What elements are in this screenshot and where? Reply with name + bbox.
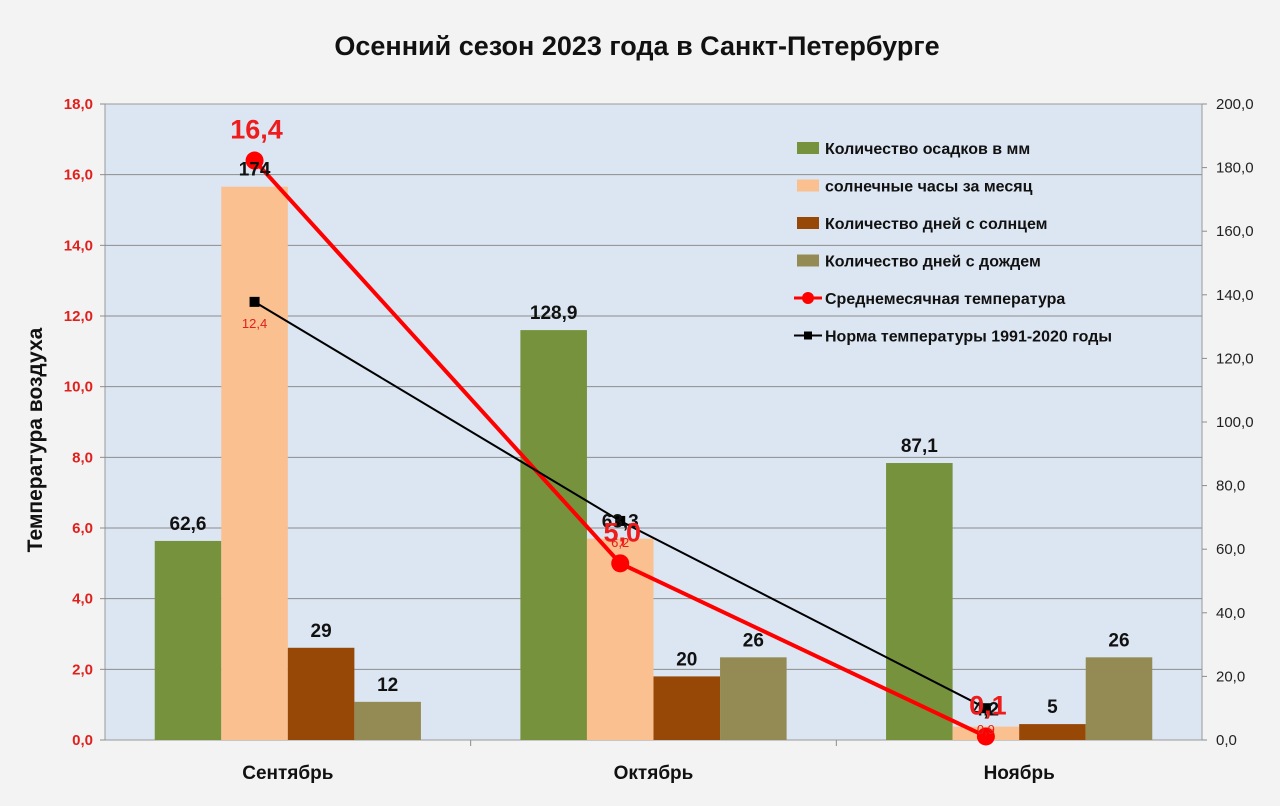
right-tick-label: 40,0 <box>1216 605 1245 622</box>
bar-value-label: 29 <box>311 621 332 642</box>
temperature-label: 16,4 <box>230 115 283 145</box>
bar-value-label: 20 <box>676 649 697 670</box>
line-point <box>611 554 630 573</box>
left-tick-label: 4,0 <box>72 591 93 608</box>
bar-value-label: 128,9 <box>530 303 578 324</box>
legend-swatch <box>797 142 819 154</box>
right-tick-label: 0,0 <box>1216 732 1237 749</box>
category-label: Ноябрь <box>984 763 1055 784</box>
left-tick-label: 12,0 <box>64 308 93 325</box>
temperature-label: 0,1 <box>969 690 1007 720</box>
right-tick-label: 160,0 <box>1216 223 1254 240</box>
left-tick-label: 8,0 <box>72 449 93 466</box>
legend-swatch <box>797 217 819 229</box>
left-tick-label: 10,0 <box>64 379 93 396</box>
legend-marker <box>804 331 812 340</box>
bar-value-label: 63,3 <box>602 512 639 533</box>
legend-label: Количество дней с дождем <box>825 254 1041 271</box>
left-tick-label: 14,0 <box>64 237 93 254</box>
right-tick-label: 20,0 <box>1216 668 1245 685</box>
gridlines <box>105 174 1202 670</box>
bar <box>287 647 355 740</box>
bar <box>520 330 587 740</box>
bar-value-label: 26 <box>743 630 764 651</box>
right-tick-label: 120,0 <box>1216 350 1254 367</box>
norm-label: 0,9 <box>977 722 995 737</box>
y-axis-label: Температура воздуха <box>24 327 47 552</box>
axes: 0,0 2,0 4,0 6,0 8,0 10,0 12,0 14,0 16,0 18,0 0,0 20… <box>64 96 1254 784</box>
legend-label: Норма температуры 1991-2020 годы <box>825 329 1112 346</box>
right-tick-label: 200,0 <box>1216 96 1254 113</box>
norm-label: 6,2 <box>611 535 629 550</box>
right-tick-label: 140,0 <box>1216 287 1254 304</box>
data-labels: 62,6 128,9 87,1 174 63,3 4,2 29 20 5 12 26 26 16,4 5,… <box>170 115 1130 738</box>
bar-value-label: 87,1 <box>901 436 938 457</box>
line-point <box>615 515 626 526</box>
temperature-label: 5,0 <box>603 517 641 547</box>
bar-value-label: 4,2 <box>973 700 999 721</box>
bar <box>154 540 222 740</box>
bar <box>720 657 787 740</box>
legend-label: Среднемесячная температура <box>825 291 1065 308</box>
bar <box>653 676 721 740</box>
legend: Количество осадков в мм солнечные часы за… <box>794 141 1112 346</box>
norm-label: 12,4 <box>242 316 267 331</box>
left-tick-label: 16,0 <box>64 167 93 184</box>
chart-title: Осенний сезон 2023 года в Санкт-Петербур… <box>334 31 939 61</box>
category-label: Сентябрь <box>242 763 333 784</box>
bar <box>1019 724 1086 740</box>
legend-swatch <box>797 254 819 267</box>
bar-value-label: 12 <box>377 675 398 696</box>
bar <box>1085 657 1153 740</box>
left-tick-label: 0,0 <box>72 732 93 749</box>
bars <box>154 186 1153 740</box>
right-tick-label: 180,0 <box>1216 160 1254 177</box>
legend-label: Количество осадков в мм <box>825 141 1030 158</box>
category-label: Октябрь <box>614 763 694 784</box>
line-point <box>976 727 995 746</box>
left-tick-label: 6,0 <box>72 520 93 537</box>
left-tick-label: 2,0 <box>72 661 93 678</box>
line-point <box>245 151 264 170</box>
legend-label: Количество дней с солнцем <box>825 216 1048 233</box>
bar <box>886 463 953 740</box>
legend-label: солнечные часы за месяц <box>825 179 1033 196</box>
right-tick-label: 60,0 <box>1216 541 1245 558</box>
left-tick-label: 18,0 <box>64 96 93 113</box>
legend-swatch <box>797 179 819 192</box>
line-point <box>249 296 260 307</box>
bar-value-label: 174 <box>239 160 271 181</box>
bar <box>354 701 421 740</box>
bar-value-label: 5 <box>1047 697 1058 718</box>
bar-value-label: 62,6 <box>170 514 207 535</box>
right-tick-label: 100,0 <box>1216 414 1254 431</box>
legend-marker <box>802 292 814 304</box>
series-lines <box>245 151 995 746</box>
bar-value-label: 26 <box>1108 630 1129 651</box>
line-point <box>980 703 991 714</box>
right-tick-label: 80,0 <box>1216 478 1245 495</box>
bar <box>221 186 288 740</box>
